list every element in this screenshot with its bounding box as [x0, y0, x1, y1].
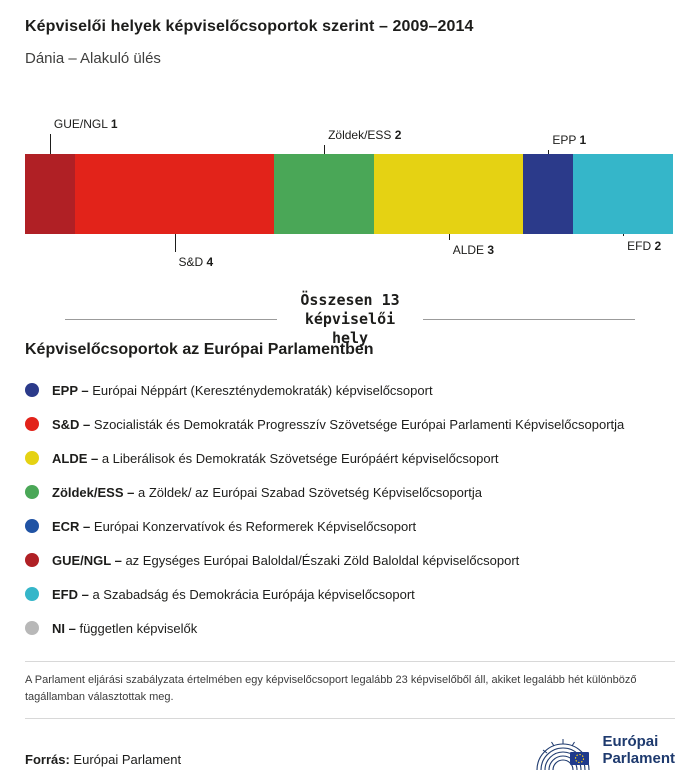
bar-label-efd: EFD 2	[627, 239, 662, 253]
ep-logo-line2: Parlament	[602, 750, 675, 767]
bar-segment-efd[interactable]	[573, 154, 673, 234]
bar-label-gue-ngl: GUE/NGL 1	[53, 117, 118, 131]
bar-segment-s-d[interactable]	[74, 154, 275, 234]
hemicycle-icon	[536, 739, 591, 771]
bar-label-alde: ALDE 3	[452, 243, 495, 257]
bar-segment-z-ldek-ess[interactable]	[274, 154, 374, 234]
legend-text-efd: EFD – a Szabadság és Demokrácia Európája…	[52, 586, 415, 602]
connector-line	[324, 145, 326, 154]
legend-dot-zoldek	[25, 485, 39, 500]
legend-item-ni: NI – független képviselők	[25, 611, 675, 645]
connector-line	[49, 134, 51, 154]
page-subtitle: Dánia – Alakuló ülés	[25, 50, 161, 67]
ep-logo-line1: Európai	[602, 732, 659, 750]
legend-text-sd: S&D – Szocialisták és Demokraták Progres…	[52, 416, 625, 432]
european-parliament-logo[interactable]: Európai Parlament	[532, 729, 675, 771]
total-seats-row: Összesen 13 képviselői hely	[25, 291, 675, 347]
ep-logo-text: Európai Parlament	[602, 733, 675, 768]
legend-item-epp: EPP – Európai Néppárt (Kereszténydemokra…	[25, 373, 675, 407]
legend-text-alde: ALDE – a Liberálisok és Demokraták Szöve…	[52, 450, 499, 466]
legend-item-efd: EFD – a Szabadság és Demokrácia Európája…	[25, 577, 675, 611]
legend-item-zoldek: Zöldek/ESS – a Zöldek/ az Európai Szabad…	[25, 475, 675, 509]
footer: Forrás: Európai Parlament Európai Parlam	[25, 729, 675, 771]
legend-item-sd: S&D – Szocialisták és Demokraták Progres…	[25, 407, 675, 441]
legend-item-guengl: GUE/NGL – az Egységes Európai Baloldal/É…	[25, 543, 675, 577]
legend-text-ni: NI – független képviselők	[52, 620, 198, 636]
legend-title: Képviselőcsoportok az Európai Parlamentb…	[25, 341, 374, 359]
source-label: Forrás:	[25, 752, 70, 767]
bar-label-epp: EPP 1	[552, 133, 587, 147]
bar-segment-epp[interactable]	[523, 154, 574, 234]
stacked-bar	[25, 154, 673, 234]
connector-line	[548, 150, 550, 154]
legend-text-zoldek: Zöldek/ESS – a Zöldek/ az Európai Szabad…	[52, 484, 482, 500]
legend-dot-guengl	[25, 553, 39, 568]
seats-chart: GUE/NGL 1 S&D 4 Zöldek/ESS 2 ALDE 3 EPP 1 EFD…	[0, 99, 700, 289]
legend-text-guengl: GUE/NGL – az Egységes Európai Baloldal/É…	[52, 552, 520, 568]
bar-segment-gue-ngl[interactable]	[25, 154, 75, 234]
legend-dot-ni	[25, 621, 39, 636]
legend-item-ecr: ECR – Európai Konzervatívok és Reformere…	[25, 509, 675, 543]
legend-dot-alde	[25, 451, 39, 466]
legend-dot-efd	[25, 587, 39, 602]
bar-segment-alde[interactable]	[373, 154, 524, 234]
legend-item-alde: ALDE – a Liberálisok és Demokraták Szöve…	[25, 441, 675, 475]
bar-annotations: GUE/NGL 1 S&D 4 Zöldek/ESS 2 ALDE 3 EPP 1 EFD…	[25, 99, 673, 289]
footnote-block: A Parlament eljárási szabályzata értelmé…	[25, 661, 675, 720]
legend-dot-ecr	[25, 519, 39, 534]
connector-line	[174, 234, 176, 252]
footnote-text: A Parlament eljárási szabályzata értelmé…	[25, 674, 637, 704]
total-seats-label: Összesen 13 képviselői hely	[300, 291, 400, 347]
legend-text-ecr: ECR – Európai Konzervatívok és Reformere…	[52, 518, 417, 534]
page-title: Képviselői helyek képviselőcsoportok sze…	[25, 18, 474, 35]
bar-label-s-d: S&D 4	[178, 255, 214, 269]
legend-dot-sd	[25, 417, 39, 432]
total-rule-left	[65, 318, 277, 320]
legend-text-epp: EPP – Európai Néppárt (Kereszténydemokra…	[52, 382, 433, 398]
source-value: Európai Parlament	[73, 752, 182, 767]
total-rule-right	[423, 318, 635, 320]
legend-list: EPP – Európai Néppárt (Kereszténydemokra…	[25, 373, 675, 645]
connector-line	[623, 234, 625, 236]
bar-label-z-ldek-ess: Zöldek/ESS 2	[328, 128, 402, 142]
connector-line	[448, 234, 450, 240]
eu-flag-icon	[570, 752, 590, 765]
legend-dot-epp	[25, 383, 39, 398]
source-line: Forrás: Európai Parlament	[25, 752, 181, 771]
